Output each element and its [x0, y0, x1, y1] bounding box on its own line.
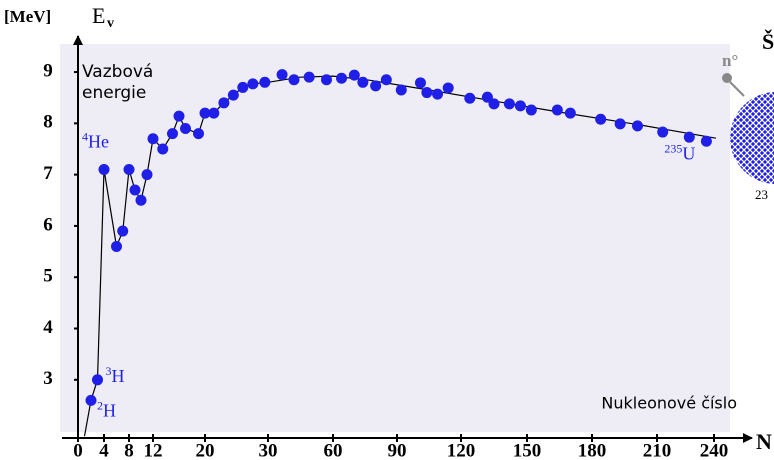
- annotation-text: U: [682, 143, 695, 163]
- data-point: [228, 90, 239, 101]
- data-point: [180, 123, 191, 134]
- annotation-text: H: [112, 366, 125, 386]
- data-point: [421, 87, 432, 98]
- data-point: [174, 111, 185, 122]
- data-point: [208, 108, 219, 119]
- y-tick-label: 6: [43, 214, 53, 235]
- x-tick-label: 150: [513, 440, 542, 460]
- x-tick-label: 60: [324, 440, 343, 460]
- x-tick-label: 8: [124, 440, 134, 460]
- y-tick-label: 8: [43, 112, 53, 133]
- side-text: 23: [755, 187, 768, 202]
- data-point: [259, 77, 270, 88]
- data-point: [336, 73, 347, 84]
- y-title: Vazbová: [82, 62, 153, 82]
- x-tick-label: 180: [578, 440, 607, 460]
- x-tick-label: 120: [447, 440, 476, 460]
- x-tick-label: 210: [643, 440, 672, 460]
- data-point: [415, 77, 426, 88]
- data-point: [124, 164, 135, 175]
- data-point: [304, 72, 315, 83]
- data-point: [136, 195, 147, 206]
- y-symbol: E: [92, 3, 105, 28]
- y-tick-label: 3: [43, 368, 53, 389]
- annotation-text: He: [88, 132, 109, 152]
- data-point: [432, 89, 443, 100]
- data-point: [167, 128, 178, 139]
- data-point: [349, 70, 360, 81]
- chart: [MeV] E v Vazbová energie Nukleonové čís…: [0, 0, 774, 460]
- data-point: [615, 118, 626, 129]
- side-text: Š: [762, 29, 774, 54]
- y-title: energie: [82, 83, 146, 103]
- data-point: [526, 104, 537, 115]
- data-point: [684, 132, 695, 143]
- y-tick-label: 5: [43, 266, 53, 287]
- data-point: [464, 93, 475, 104]
- data-point: [289, 74, 300, 85]
- data-point: [92, 374, 103, 385]
- data-point: [443, 82, 454, 93]
- data-point: [595, 114, 606, 125]
- data-point: [111, 241, 122, 252]
- x-label: Nukleonové číslo: [601, 394, 737, 413]
- nucleus-icon: [730, 92, 774, 184]
- x-tick-label: 0: [73, 440, 83, 460]
- x-tick-label: 12: [144, 440, 163, 460]
- data-point: [277, 69, 288, 80]
- data-point: [117, 226, 128, 237]
- y-tick-label: 7: [43, 163, 53, 184]
- data-point: [357, 77, 368, 88]
- data-point: [142, 169, 153, 180]
- neutron-arrow: [730, 82, 744, 96]
- x-tick-label: 20: [196, 440, 215, 460]
- data-point: [193, 128, 204, 139]
- data-point: [396, 84, 407, 95]
- annotation-sup: 235: [664, 141, 682, 155]
- side-text: n°: [722, 51, 738, 70]
- x-tick-label: 240: [700, 440, 729, 460]
- y-tick-label: 4: [43, 317, 53, 338]
- data-point: [632, 120, 643, 131]
- data-point: [701, 136, 712, 147]
- data-point: [565, 108, 576, 119]
- annotation-text: H: [103, 400, 116, 420]
- x-tick-label: 4: [99, 440, 109, 460]
- y-tick-label: 9: [43, 60, 53, 81]
- data-point: [515, 100, 526, 111]
- data-point: [247, 78, 258, 89]
- x-tick-label: 90: [388, 440, 407, 460]
- data-point: [86, 395, 97, 406]
- data-point: [218, 97, 229, 108]
- x-tick-label: 30: [259, 440, 278, 460]
- side-text: N: [756, 429, 772, 454]
- y-unit: [MeV]: [4, 7, 51, 26]
- data-point: [370, 80, 381, 91]
- plot-background: [60, 44, 730, 432]
- data-point: [321, 74, 332, 85]
- data-point: [552, 104, 563, 115]
- data-point: [504, 98, 515, 109]
- data-point: [157, 143, 168, 154]
- y-symbol-sub: v: [107, 16, 114, 31]
- data-point: [237, 82, 248, 93]
- data-point: [99, 164, 110, 175]
- data-point: [489, 98, 500, 109]
- data-point: [381, 74, 392, 85]
- data-point: [657, 127, 668, 138]
- data-point: [130, 185, 141, 196]
- data-point: [148, 133, 159, 144]
